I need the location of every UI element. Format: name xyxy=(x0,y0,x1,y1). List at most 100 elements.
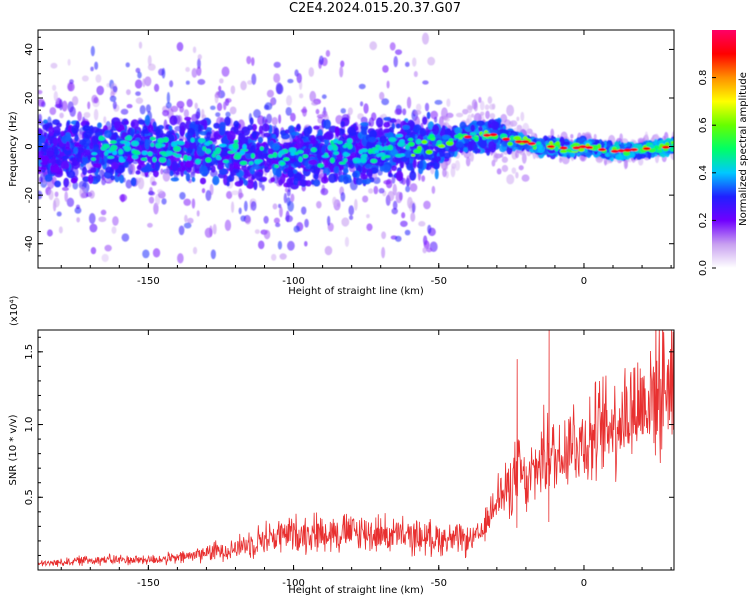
spectrogram-band-cell xyxy=(409,170,417,181)
spectrogram-band-cell xyxy=(383,121,391,128)
spectrogram-noise-cell xyxy=(485,110,490,120)
spectrogram-noise-cell xyxy=(402,108,407,116)
figure-title: C2E4.2024.015.20.37.G07 xyxy=(288,1,462,16)
spectrogram-noise-cell xyxy=(109,95,117,102)
spectrogram-band-cell xyxy=(305,180,312,187)
spectrogram-noise-cell xyxy=(137,71,142,79)
spectrogram-band-cell xyxy=(303,147,310,156)
spectrogram-band-cell xyxy=(178,166,188,171)
spectrogram-peak-cell xyxy=(279,150,286,155)
spectrogram-noise-cell xyxy=(139,105,146,115)
spectrogram-band-cell xyxy=(402,124,410,130)
spectrogram-noise-cell xyxy=(516,116,520,122)
spectrogram-noise-cell xyxy=(178,225,185,236)
spectrogram-noise-cell xyxy=(197,79,206,85)
spectrogram-band-cell xyxy=(219,121,226,131)
spectrogram-noise-cell xyxy=(263,215,269,224)
spectrogram-band-cell xyxy=(308,159,318,165)
spectrogram-noise-cell xyxy=(521,152,527,164)
spectrogram-band-cell xyxy=(110,175,115,181)
spectrogram-noise-cell xyxy=(409,183,418,192)
spectrogram-band-cell xyxy=(212,175,220,186)
spectrogram-band-cell xyxy=(606,140,612,149)
spectrogram-noise-cell xyxy=(120,194,125,203)
spectrogram-noise-cell xyxy=(184,214,188,223)
spectrogram-band-cell xyxy=(395,123,401,129)
spectrogram-peak-cell xyxy=(407,137,414,142)
spectrogram-noise-cell xyxy=(87,101,91,110)
spectrogram-peak-cell xyxy=(107,155,115,159)
spectrogram-band-cell xyxy=(427,161,435,167)
colorbar-tick-label: 0.8 xyxy=(698,70,709,86)
spectrogram-band-cell xyxy=(352,172,358,178)
spectrogram-band-cell xyxy=(48,126,55,137)
spectrogram-noise-cell xyxy=(218,85,222,92)
spectrogram-ridge-cell xyxy=(661,145,670,149)
spectrogram-noise-cell xyxy=(52,84,57,91)
spectrogram-band-cell xyxy=(242,169,249,179)
spectrogram-band-cell xyxy=(130,128,134,139)
spectrogram-noise-cell xyxy=(61,100,68,112)
spectrogram-noise-cell xyxy=(134,79,143,89)
spectrogram-peak-cell xyxy=(395,133,403,138)
spectrogram-band-cell xyxy=(206,131,211,139)
spectrogram-noise-cell xyxy=(271,253,277,261)
spectrogram-noise-cell xyxy=(253,109,261,118)
spectrogram-peak-cell xyxy=(141,150,148,156)
spectrogram-noise-cell xyxy=(301,206,307,215)
spectrogram-noise-cell xyxy=(570,133,574,139)
spectrogram-noise-cell xyxy=(196,66,202,77)
spectrogram-band-cell xyxy=(85,149,91,156)
spectrogram-band-cell xyxy=(82,131,93,139)
spectrogram-noise-cell xyxy=(257,115,265,126)
spectrogram-noise-cell xyxy=(405,61,410,67)
spectrogram-noise-cell xyxy=(69,79,74,84)
spectrogram-noise-cell xyxy=(469,152,474,162)
spectrogram-noise-cell xyxy=(506,174,515,185)
spectrogram-noise-cell xyxy=(120,108,129,115)
spectrogram-noise-cell xyxy=(90,45,95,57)
spectrogram-band-cell xyxy=(51,156,56,167)
spectrogram-band-cell xyxy=(383,128,391,134)
spectrogram-band-cell xyxy=(191,177,196,183)
spectrogram-band-cell xyxy=(70,124,80,134)
spectrogram-band-cell xyxy=(352,123,357,128)
spectrogram-noise-cell xyxy=(224,219,232,232)
spectrogram-noise-cell xyxy=(148,196,155,204)
spectrogram-peak-cell xyxy=(215,147,222,153)
spectrogram-band-cell xyxy=(399,148,407,154)
spectrogram-band-cell xyxy=(389,118,397,124)
spectrogram-peak-cell xyxy=(133,151,141,156)
spectrogram-noise-cell xyxy=(238,188,243,200)
spectrogram-noise-cell xyxy=(520,111,525,122)
spectrogram-band-cell xyxy=(278,179,283,186)
spectrogram-band-cell xyxy=(419,160,424,170)
spectrogram-peak-cell xyxy=(274,164,280,169)
spectrogram-band-cell xyxy=(404,150,413,158)
spectrogram-band-cell xyxy=(422,116,428,125)
spectrogram-noise-cell xyxy=(216,91,221,96)
y-tick-label: 1.5 xyxy=(24,344,35,360)
spectrogram-band-cell xyxy=(476,120,485,127)
spectrogram-band-cell xyxy=(169,170,174,177)
spectrogram-noise-cell xyxy=(413,110,422,115)
spectrogram-noise-cell xyxy=(465,156,471,167)
spectrogram-peak-cell xyxy=(371,147,379,151)
spectrogram-band-cell xyxy=(224,116,231,127)
spectrogram-noise-cell xyxy=(67,82,75,92)
spectrogram-peak-cell xyxy=(174,140,181,145)
spectrogram-noise-cell xyxy=(49,107,57,115)
spectrogram-noise-cell xyxy=(316,201,322,209)
spectrogram-noise-cell xyxy=(261,184,265,191)
spectrogram-band-cell xyxy=(287,169,294,178)
spectrogram-noise-cell xyxy=(93,96,99,104)
spectrogram-band-cell xyxy=(354,142,363,152)
spectrogram-noise-cell xyxy=(366,214,370,219)
spectrogram-band-cell xyxy=(312,179,321,187)
spectrogram-band-cell xyxy=(375,117,384,128)
spectrogram-noise-cell xyxy=(455,112,464,118)
spectrogram-peak-cell xyxy=(290,152,296,156)
spectrogram-noise-cell xyxy=(319,55,324,66)
spectrogram-noise-cell xyxy=(125,179,133,189)
spectrogram-peak-cell xyxy=(102,143,110,149)
